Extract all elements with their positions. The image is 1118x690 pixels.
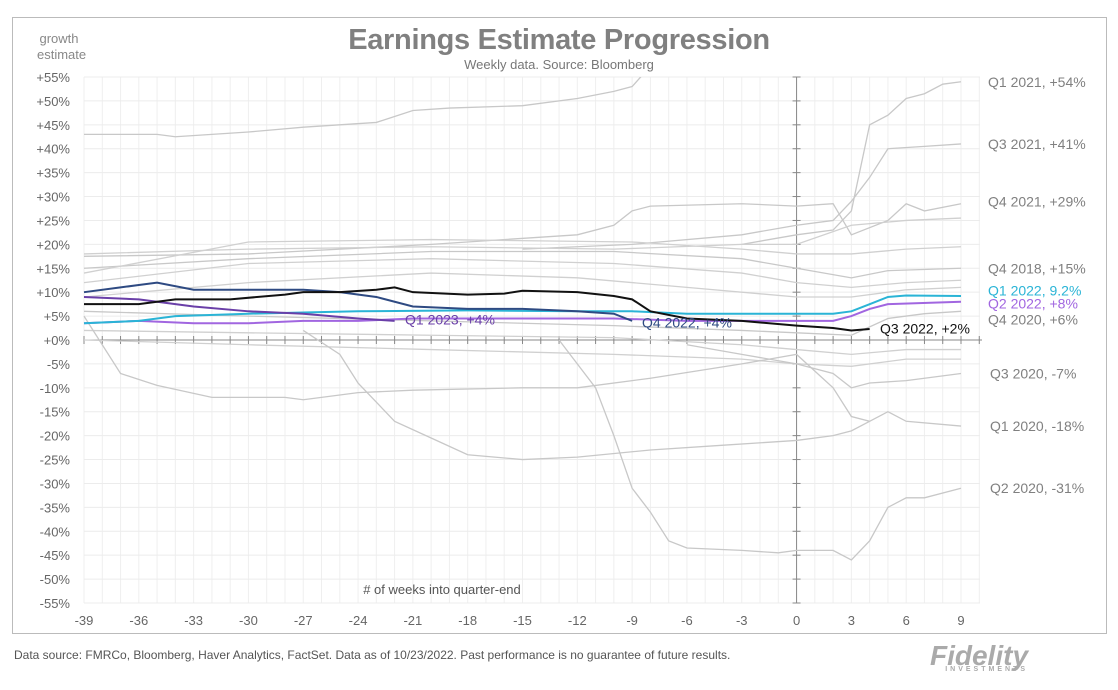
x-tick-label: 9 <box>957 613 964 628</box>
series-line-q2-2022 <box>83 300 962 325</box>
y-tick-label: +40% <box>36 142 70 157</box>
series-label: Q1 2023, +4% <box>405 311 495 327</box>
x-tick-label: 0 <box>793 613 800 628</box>
series-line-q4-2018 <box>83 250 962 279</box>
x-tick-label: -6 <box>681 613 693 628</box>
series-label: Q4 2022, +4% <box>642 314 732 330</box>
x-tick-label: -9 <box>626 613 638 628</box>
y-tick-label: +55% <box>36 70 70 85</box>
y-tick-label: -5% <box>47 357 71 372</box>
x-tick-label: 6 <box>903 613 910 628</box>
y-tick-label: -10% <box>40 381 71 396</box>
series-label: Q4 2018, +15% <box>988 260 1086 276</box>
series-label: Q2 2020, -31% <box>990 480 1084 496</box>
series-line-q4-2021 <box>83 202 962 257</box>
series-line-q2-2021 <box>84 77 642 138</box>
series-line-q3-2021 <box>522 143 962 250</box>
series-line-q1-2022 <box>83 294 962 325</box>
y-tick-label: -40% <box>40 524 71 539</box>
y-tick-label: -30% <box>40 476 71 491</box>
series-line-q1-2021 <box>741 81 962 246</box>
logo-tagline: INVESTMENTS <box>945 666 1029 673</box>
y-tick-label: +15% <box>36 261 70 276</box>
series-label: Q1 2022, 9.2% <box>988 283 1081 299</box>
series-line-q2-2020-early <box>302 329 870 461</box>
y-tick-label: +45% <box>36 118 70 133</box>
series-line-g1 <box>83 238 962 274</box>
series-label: Q3 2021, +41% <box>988 136 1086 152</box>
x-tick-label: -21 <box>403 613 422 628</box>
series-group <box>83 77 962 561</box>
series-line-g2 <box>83 258 962 289</box>
series-label: Q1 2020, -18% <box>990 418 1084 434</box>
y-tick-label: +0% <box>44 333 71 348</box>
x-axis-label: # of weeks into quarter-end <box>363 582 521 597</box>
x-tick-label: -39 <box>75 613 94 628</box>
series-line-q3-2020 <box>686 344 962 389</box>
x-tick-label: -24 <box>349 613 368 628</box>
x-tick-label: -30 <box>239 613 258 628</box>
series-line-q4-2020 <box>83 310 962 336</box>
series-line-q2-2020 <box>558 339 962 561</box>
series-line-g5 <box>83 329 961 355</box>
series-label: Q2 2022, +8% <box>988 296 1078 312</box>
y-tick-label: +5% <box>44 309 71 324</box>
y-tick-label: +25% <box>36 213 70 228</box>
y-tick-label: -25% <box>40 453 71 468</box>
x-tick-label: -15 <box>513 613 532 628</box>
series-line-q3-2022 <box>84 286 870 332</box>
y-tick-label: -35% <box>40 500 71 515</box>
y-tick-label: +10% <box>36 285 70 300</box>
chart-frame <box>12 17 1107 634</box>
y-tick-label: +35% <box>36 166 70 181</box>
series-line-q1-2023 <box>83 295 395 322</box>
fidelity-logo: Fidelity INVESTMENTS <box>930 640 1028 673</box>
series-line-g6 <box>83 339 961 367</box>
y-axis-label: growth estimate <box>37 31 87 62</box>
y-tick-label: +30% <box>36 190 70 205</box>
x-tick-label: -36 <box>129 613 148 628</box>
x-tick-label: -27 <box>294 613 313 628</box>
series-label: Q3 2020, -7% <box>990 365 1076 381</box>
y-tick-label: -20% <box>40 429 71 444</box>
series-label: Q3 2022, +2% <box>880 321 970 337</box>
series-label: Q1 2021, +54% <box>988 74 1086 90</box>
footer-note: Data source: FMRCo, Bloomberg, Haver Ana… <box>14 648 731 662</box>
y-tick-label: -45% <box>40 548 71 563</box>
x-tick-label: -3 <box>736 613 748 628</box>
x-tick-label: -33 <box>184 613 203 628</box>
x-tick-label: -18 <box>458 613 477 628</box>
x-tick-label: -12 <box>568 613 587 628</box>
series-line-g3 <box>83 272 962 298</box>
x-tick-label: 3 <box>848 613 855 628</box>
series-label: Q4 2020, +6% <box>988 311 1078 327</box>
y-tick-label: -50% <box>40 572 71 587</box>
chart-subtitle: Weekly data. Source: Bloomberg <box>464 57 654 72</box>
y-tick-label: +20% <box>36 237 70 252</box>
y-tick-label: -55% <box>40 596 71 611</box>
series-label: Q4 2021, +29% <box>988 193 1086 209</box>
logo-name: Fidelity <box>930 640 1029 671</box>
y-tick-label: -15% <box>40 405 71 420</box>
chart-title: Earnings Estimate Progression <box>348 24 770 56</box>
y-tick-label: +50% <box>36 94 70 109</box>
series-line-g4 <box>83 217 962 255</box>
